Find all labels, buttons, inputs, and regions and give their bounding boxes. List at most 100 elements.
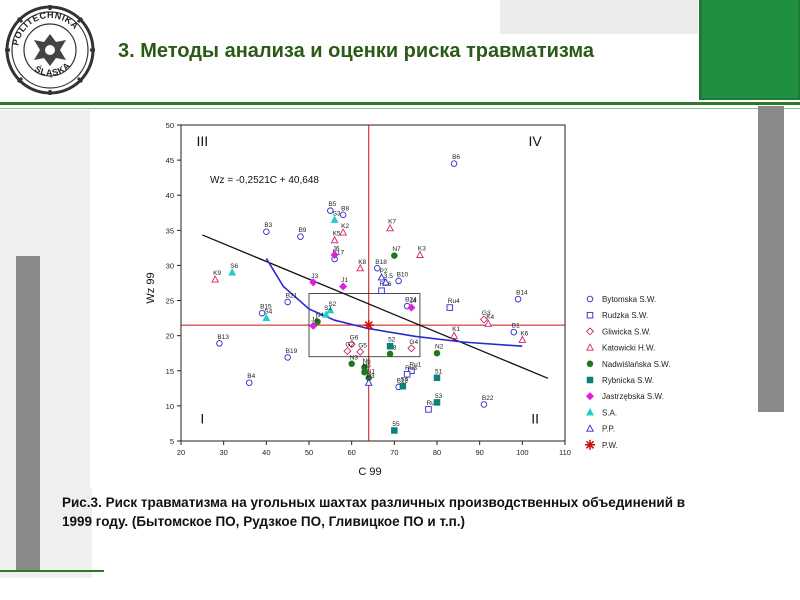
x-tick-label: 30 — [219, 448, 227, 457]
point-label: B17 — [333, 250, 345, 257]
legend-marker — [586, 343, 594, 351]
point-label: N5 — [362, 363, 371, 370]
x-tick-label: 50 — [305, 448, 313, 457]
point-label: B9 — [298, 227, 306, 234]
legend-label: Jastrzębska S.W. — [602, 392, 664, 401]
data-point — [326, 306, 335, 314]
legend-label: Katowicki H.W. — [602, 344, 655, 353]
left-decor-bar — [16, 256, 40, 572]
data-point — [364, 378, 373, 386]
data-point — [228, 268, 237, 276]
point-label: B13 — [217, 334, 229, 341]
regression-label: Wz = -0,2521C + 40,648 — [210, 175, 319, 186]
point-label: N7 — [392, 246, 401, 253]
data-point — [415, 250, 424, 258]
data-point — [450, 331, 459, 339]
data-point — [258, 309, 266, 317]
legend-label: S.A. — [602, 408, 617, 417]
y-tick-label: 45 — [166, 156, 174, 165]
data-point — [399, 382, 407, 390]
x-axis-label: C 99 — [358, 466, 381, 478]
title-divider — [0, 102, 800, 105]
data-point — [348, 360, 355, 368]
data-point — [386, 342, 394, 350]
data-point — [386, 223, 395, 232]
data-point — [518, 335, 527, 343]
data-point — [309, 321, 318, 330]
y-tick-label: 15 — [166, 367, 174, 376]
data-point — [407, 344, 416, 353]
point-label: G3 — [482, 310, 491, 317]
point-label: N6 — [362, 358, 371, 365]
quadrant-label: II — [531, 410, 539, 426]
y-tick-label: 50 — [166, 121, 174, 130]
data-point — [433, 349, 441, 357]
point-label: K4 — [486, 314, 494, 321]
point-label: G5 — [358, 342, 367, 349]
point-label: K1 — [452, 326, 460, 333]
y-tick-label: 40 — [166, 191, 174, 200]
data-point — [479, 315, 488, 324]
data-point — [330, 235, 339, 244]
point-label: B15 — [260, 304, 272, 311]
risk-scatter-chart: 20 30 40 50 60 70 80 90 100 110 5 10 15 20 25 30 35 40 45 5… — [90, 110, 750, 488]
data-point — [395, 277, 402, 285]
data-point — [381, 277, 390, 286]
legend-marker — [586, 424, 594, 432]
point-label: J3 — [311, 273, 318, 280]
data-point — [403, 371, 411, 378]
legend-marker — [586, 311, 594, 319]
data-point — [425, 406, 432, 413]
data-point — [377, 273, 386, 281]
point-label: S6 — [230, 263, 238, 270]
point-label: 3.5 — [384, 273, 393, 280]
point-label: J4 — [311, 316, 318, 323]
data-point — [386, 350, 394, 358]
point-label: S1 — [324, 305, 332, 312]
point-label: 52 — [388, 337, 396, 344]
point-label: B4 — [247, 373, 255, 380]
data-point — [330, 250, 339, 259]
point-label: G2 — [345, 342, 354, 349]
data-point — [407, 303, 416, 312]
data-point — [433, 399, 441, 406]
data-point — [246, 379, 253, 386]
title-divider-thin — [0, 108, 800, 109]
quadrant-label: I — [200, 410, 204, 426]
data-point — [378, 287, 385, 294]
svg-text:ŚLĄSKA: ŚLĄSKA — [33, 60, 72, 78]
point-label: 55 — [392, 421, 400, 428]
point-label: B19 — [286, 348, 298, 355]
data-point — [211, 275, 220, 283]
data-point — [347, 340, 356, 349]
y-tick-label: 25 — [166, 297, 174, 306]
data-point — [361, 368, 368, 376]
x-tick-label: 60 — [347, 448, 355, 457]
legend-marker — [586, 408, 594, 416]
star-ray — [585, 440, 595, 449]
data-point — [480, 401, 488, 408]
y-axis-label: Wz 99 — [145, 272, 157, 303]
data-point — [374, 265, 381, 272]
x-tick-label: 90 — [475, 448, 483, 457]
point-label: G4 — [409, 339, 418, 346]
data-point — [343, 347, 352, 356]
star-ray — [364, 321, 373, 330]
data-point — [514, 295, 522, 303]
data-point — [216, 340, 223, 347]
point-label: K3 — [418, 245, 426, 252]
x-tick-label: 70 — [390, 448, 398, 457]
university-logo: POLITECHNIKA ŚLĄSKA — [5, 5, 95, 95]
figure-caption: Рис.3. Риск травматизма на угольных шахт… — [62, 495, 686, 529]
data-point — [314, 318, 321, 325]
point-label: B18 — [375, 259, 387, 266]
point-label: B3 — [264, 222, 272, 229]
point-label: B8 — [341, 205, 349, 212]
plot-frame — [180, 124, 566, 442]
point-label: 54 — [401, 377, 409, 384]
quadrant-label: III — [196, 133, 208, 149]
point-label: K6 — [520, 330, 528, 337]
data-point — [484, 319, 493, 327]
quadrant-label: IV — [529, 133, 543, 149]
y-tick-label: 30 — [166, 261, 174, 270]
